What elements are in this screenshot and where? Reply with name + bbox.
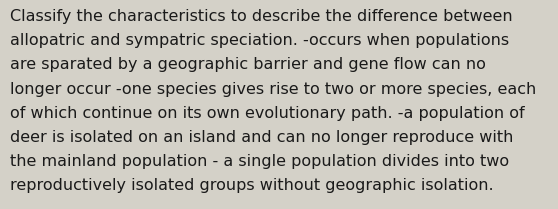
Text: of which continue on its own evolutionary path. -a population of: of which continue on its own evolutionar… bbox=[10, 106, 525, 121]
Text: allopatric and sympatric speciation. -occurs when populations: allopatric and sympatric speciation. -oc… bbox=[10, 33, 509, 48]
Text: longer occur -one species gives rise to two or more species, each: longer occur -one species gives rise to … bbox=[10, 82, 536, 97]
Text: Classify the characteristics to describe the difference between: Classify the characteristics to describe… bbox=[10, 9, 513, 24]
Text: the mainland population - a single population divides into two: the mainland population - a single popul… bbox=[10, 154, 509, 169]
Text: are sparated by a geographic barrier and gene flow can no: are sparated by a geographic barrier and… bbox=[10, 57, 486, 73]
Text: reproductively isolated groups without geographic isolation.: reproductively isolated groups without g… bbox=[10, 178, 494, 193]
Text: deer is isolated on an island and can no longer reproduce with: deer is isolated on an island and can no… bbox=[10, 130, 513, 145]
